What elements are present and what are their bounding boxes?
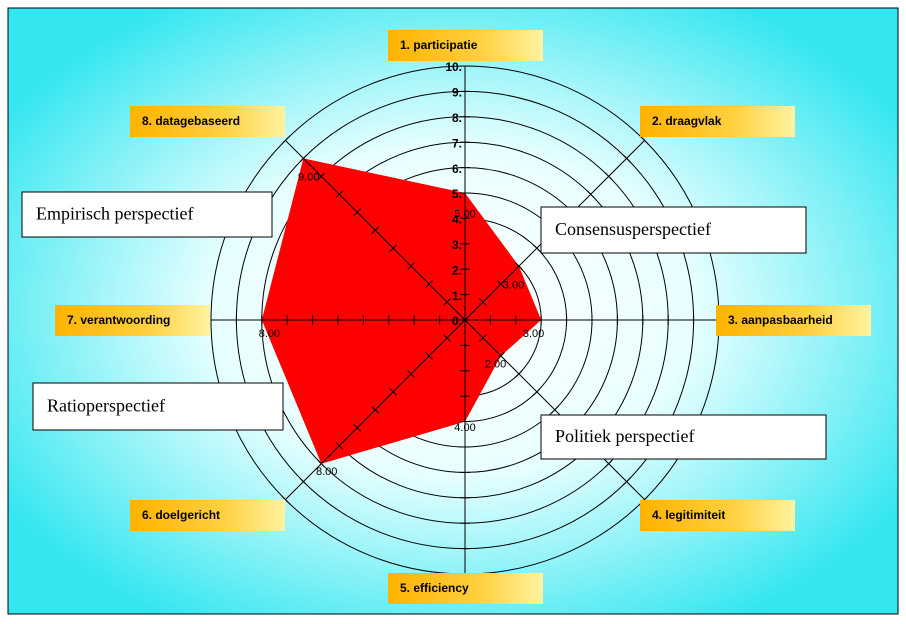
- tick-mark: [371, 405, 380, 414]
- r-tick-label: 4.: [452, 213, 462, 227]
- category-label: 2. draagvlak: [652, 114, 722, 128]
- annotation-box: [540, 206, 807, 254]
- r-tick-label: 10.: [445, 60, 462, 74]
- tick-mark: [532, 244, 541, 253]
- tick-mark: [514, 262, 523, 271]
- annotation: Consensusperspectief: [555, 219, 711, 239]
- tick-mark: [317, 459, 326, 468]
- r-tick-label: 1.: [452, 289, 462, 303]
- category-box: [640, 106, 795, 137]
- value-label: 4.00: [454, 422, 475, 434]
- tick-mark: [317, 172, 326, 181]
- category-label: 7. verantwoording: [67, 313, 170, 327]
- annotation-box: [32, 382, 284, 431]
- tick-mark: [443, 334, 451, 342]
- tick-mark: [604, 172, 613, 181]
- tick-mark: [550, 405, 559, 414]
- r-tick-label: 6.: [452, 162, 462, 176]
- tick-mark: [299, 154, 308, 163]
- value-label: 3.00: [503, 279, 524, 291]
- tick-mark: [425, 352, 433, 360]
- tick-mark: [604, 459, 613, 468]
- tick-mark: [299, 477, 308, 486]
- annotation: Politiek perspectief: [555, 426, 694, 446]
- tick-mark: [281, 136, 290, 145]
- r-tick-label: 7.: [452, 136, 462, 150]
- r-tick-label: 2.: [452, 263, 462, 277]
- tick-mark: [389, 387, 398, 396]
- category-box: [130, 106, 285, 137]
- tick-mark: [353, 208, 362, 217]
- r-tick-label: 9.: [452, 86, 462, 100]
- category-label: 6. doelgericht: [142, 508, 220, 522]
- tick-mark: [479, 298, 487, 306]
- category-label: 1. participatie: [400, 38, 478, 52]
- tick-mark: [407, 262, 416, 271]
- r-tick-label: 8.: [452, 111, 462, 125]
- annotation-box: [540, 414, 827, 460]
- tick-mark: [514, 369, 523, 378]
- tick-mark: [622, 477, 631, 486]
- category-label: 3. aanpasbaarheid: [728, 313, 833, 327]
- tick-mark: [497, 352, 505, 360]
- category-label: 4. legitimiteit: [652, 508, 725, 522]
- category-box: [55, 305, 210, 336]
- category-box: [388, 573, 543, 604]
- r-tick-label: 3.: [452, 238, 462, 252]
- category-box: [130, 500, 285, 531]
- tick-mark: [461, 316, 469, 324]
- tick-mark: [353, 423, 362, 432]
- value-label: 3.00: [523, 328, 544, 340]
- value-label: 8.00: [316, 466, 337, 478]
- tick-mark: [479, 334, 487, 342]
- tick-mark: [407, 369, 416, 378]
- annotation-box: [21, 191, 273, 238]
- tick-mark: [389, 244, 398, 253]
- category-box: [716, 305, 871, 336]
- tick-mark: [335, 441, 344, 450]
- value-label: 9.00: [298, 172, 319, 184]
- category-label: 5. efficiency: [400, 581, 469, 595]
- tick-mark: [443, 298, 451, 306]
- r-tick-label: 5.: [452, 187, 462, 201]
- value-label: 2.00: [485, 358, 506, 370]
- category-box: [640, 500, 795, 531]
- tick-mark: [586, 190, 595, 199]
- data-area: [261, 158, 542, 464]
- tick-mark: [281, 495, 290, 504]
- value-label: 8.00: [259, 328, 280, 340]
- r-tick-label: 0.: [452, 314, 462, 328]
- tick-mark: [640, 136, 649, 145]
- tick-mark: [335, 190, 344, 199]
- annotation: Ratioperspectief: [47, 396, 165, 416]
- category-box: [388, 30, 543, 61]
- category-label: 8. datagebaseerd: [142, 114, 240, 128]
- tick-mark: [622, 154, 631, 163]
- annotation: Empirisch perspectief: [36, 204, 193, 224]
- tick-mark: [425, 280, 433, 288]
- value-label: 5.00: [454, 209, 475, 221]
- tick-mark: [371, 226, 380, 235]
- tick-mark: [532, 387, 541, 396]
- tick-mark: [497, 280, 505, 288]
